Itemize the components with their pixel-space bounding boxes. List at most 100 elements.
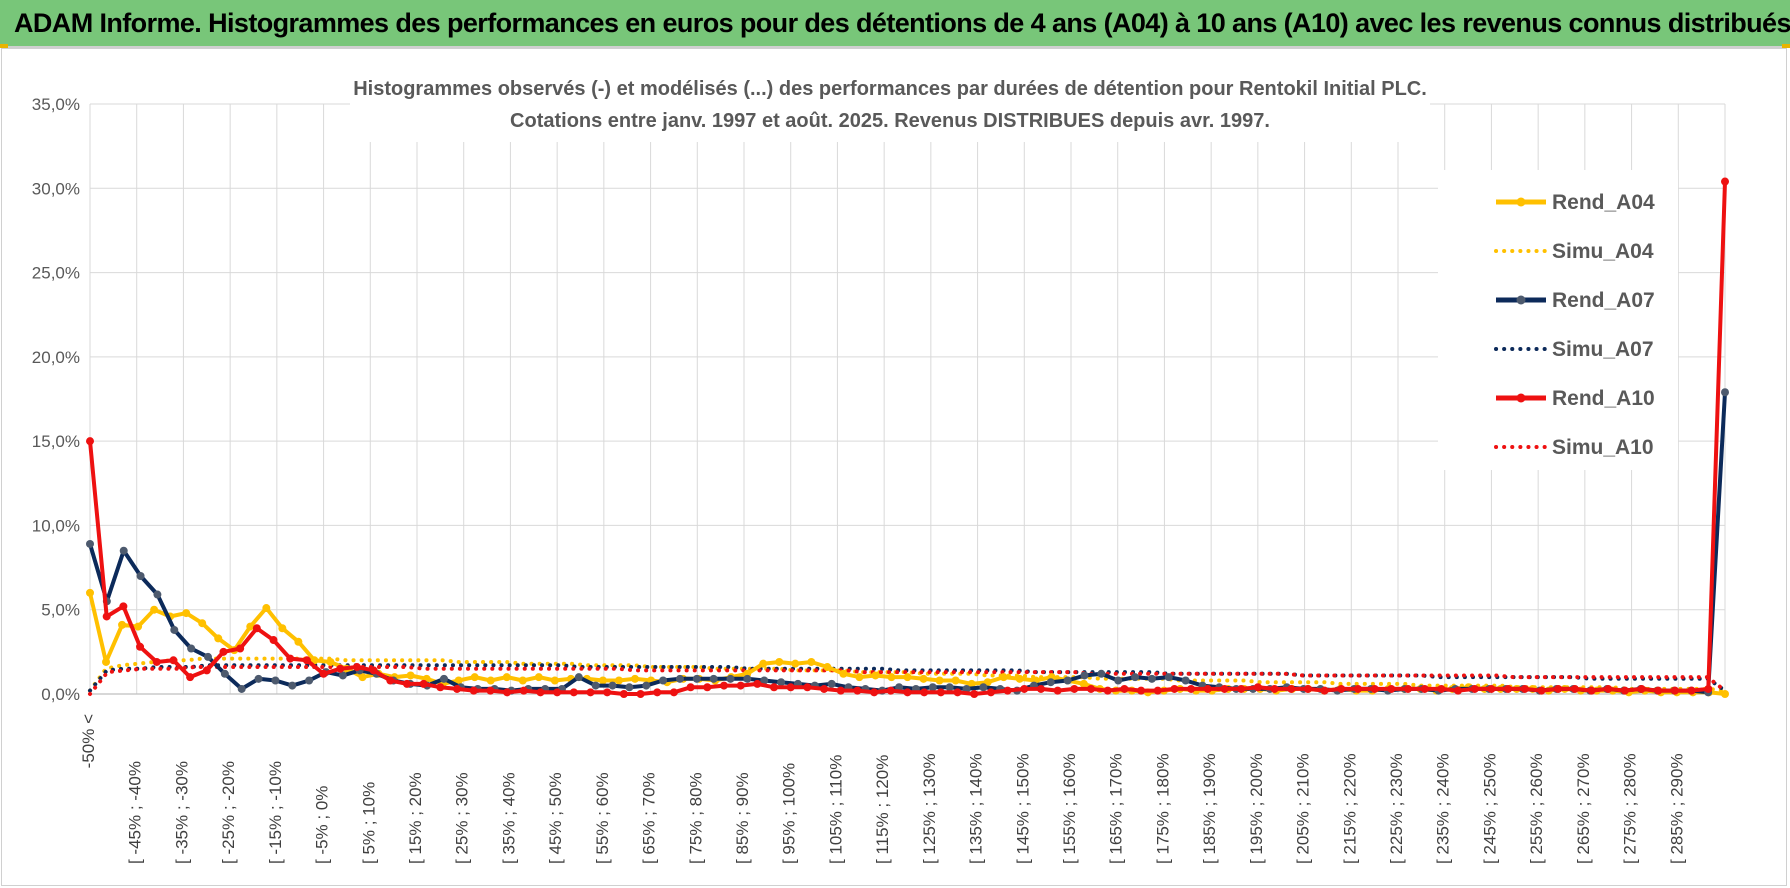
data-point (519, 686, 528, 695)
data-point (134, 622, 143, 631)
data-point (791, 659, 800, 668)
data-point (775, 657, 784, 666)
data-point (288, 681, 297, 690)
legend-marker (1516, 393, 1526, 403)
data-point (352, 663, 361, 672)
data-point (970, 690, 979, 698)
data-point (1721, 388, 1729, 397)
x-tick-label: [ 25% ; 30% (453, 772, 472, 864)
y-tick-label: 30,0% (32, 179, 80, 198)
x-tick-label: [ 255% ; 260% (1527, 753, 1546, 864)
data-point (603, 688, 612, 697)
x-tick-label: [ 5% ; 10% (359, 782, 378, 864)
data-point (1287, 684, 1296, 693)
legend-item-Rend_A10: Rend_A10 (1496, 387, 1655, 410)
data-point (1337, 684, 1346, 693)
data-point (1181, 676, 1190, 685)
data-point (619, 690, 628, 698)
x-tick-label: [ 205% ; 210% (1294, 753, 1313, 864)
data-point (1721, 177, 1729, 186)
data-point (945, 683, 954, 692)
data-point (1270, 684, 1279, 693)
data-point (118, 620, 127, 629)
data-point (820, 684, 829, 693)
data-point (935, 676, 944, 685)
data-point (402, 679, 411, 688)
data-point (719, 681, 728, 690)
data-point (743, 674, 752, 683)
data-point (1120, 684, 1129, 693)
data-point (153, 590, 162, 599)
data-point (1036, 684, 1045, 693)
data-point (278, 624, 287, 633)
data-point (1079, 679, 1088, 688)
data-point (803, 683, 812, 692)
data-point (999, 673, 1008, 682)
data-point (636, 690, 645, 698)
x-tick-label: [ 65% ; 70% (640, 772, 659, 864)
data-point (86, 437, 94, 446)
x-tick-label: [ -15% ; -10% (266, 761, 285, 864)
data-point (871, 671, 880, 680)
data-point (1470, 684, 1479, 693)
x-tick-label: [ 35% ; 40% (499, 772, 518, 864)
data-point (1620, 686, 1629, 695)
data-point (1097, 669, 1106, 678)
data-point (102, 612, 111, 621)
chart-frame (1, 48, 1787, 886)
data-point (150, 605, 159, 614)
data-point (170, 625, 179, 634)
data-point (294, 637, 303, 646)
data-point (1353, 684, 1362, 693)
y-tick-label: 25,0% (32, 264, 80, 283)
data-point (358, 673, 367, 682)
data-point (136, 642, 145, 651)
data-point (936, 688, 945, 697)
data-point (703, 683, 712, 692)
data-point (182, 609, 191, 618)
data-point (453, 684, 462, 693)
data-point (1487, 684, 1496, 693)
data-point (236, 644, 245, 653)
x-tick-label: [ -25% ; -20% (219, 761, 238, 864)
data-point (614, 676, 623, 685)
data-point (1103, 686, 1112, 695)
x-tick-label: [ -45% ; -40% (126, 761, 145, 864)
y-tick-label: 20,0% (32, 348, 80, 367)
data-point (1520, 684, 1529, 693)
data-point (246, 622, 255, 631)
data-point (839, 669, 848, 678)
legend-label: Rend_A04 (1552, 191, 1655, 214)
x-tick-label: [ 95% ; 100% (780, 763, 799, 864)
data-point (1114, 676, 1123, 685)
data-point (203, 652, 212, 661)
data-point (770, 683, 779, 692)
data-point (726, 674, 735, 683)
data-point (608, 681, 617, 690)
legend: Rend_A04 Simu_A04 Rend_A07 Simu_A07 Rend_A10… (1494, 191, 1655, 459)
data-point (827, 679, 836, 688)
data-point (919, 674, 928, 683)
data-point (262, 604, 271, 613)
data-point (169, 656, 178, 665)
legend-label: Simu_A07 (1552, 338, 1654, 361)
report-title: ADAM Informe. Histogrammes des performan… (14, 8, 1790, 38)
x-tick-label: [ 175% ; 180% (1153, 753, 1172, 864)
chart-title-line-1: Histogrammes observés (-) et modélisés (… (353, 78, 1427, 100)
data-point (777, 678, 786, 687)
data-point (1080, 671, 1089, 680)
data-point (903, 673, 912, 682)
data-point (1721, 690, 1729, 698)
x-tick-label: [ 195% ; 200% (1247, 753, 1266, 864)
data-point (536, 688, 545, 697)
data-point (252, 624, 261, 633)
data-point (436, 683, 445, 692)
data-point (305, 676, 314, 685)
data-point (928, 683, 937, 692)
data-point (1137, 686, 1146, 695)
data-point (709, 674, 718, 683)
x-tick-label: [ 75% ; 80% (686, 772, 705, 864)
data-point (119, 602, 128, 611)
data-point (386, 676, 395, 685)
data-point (962, 684, 971, 693)
